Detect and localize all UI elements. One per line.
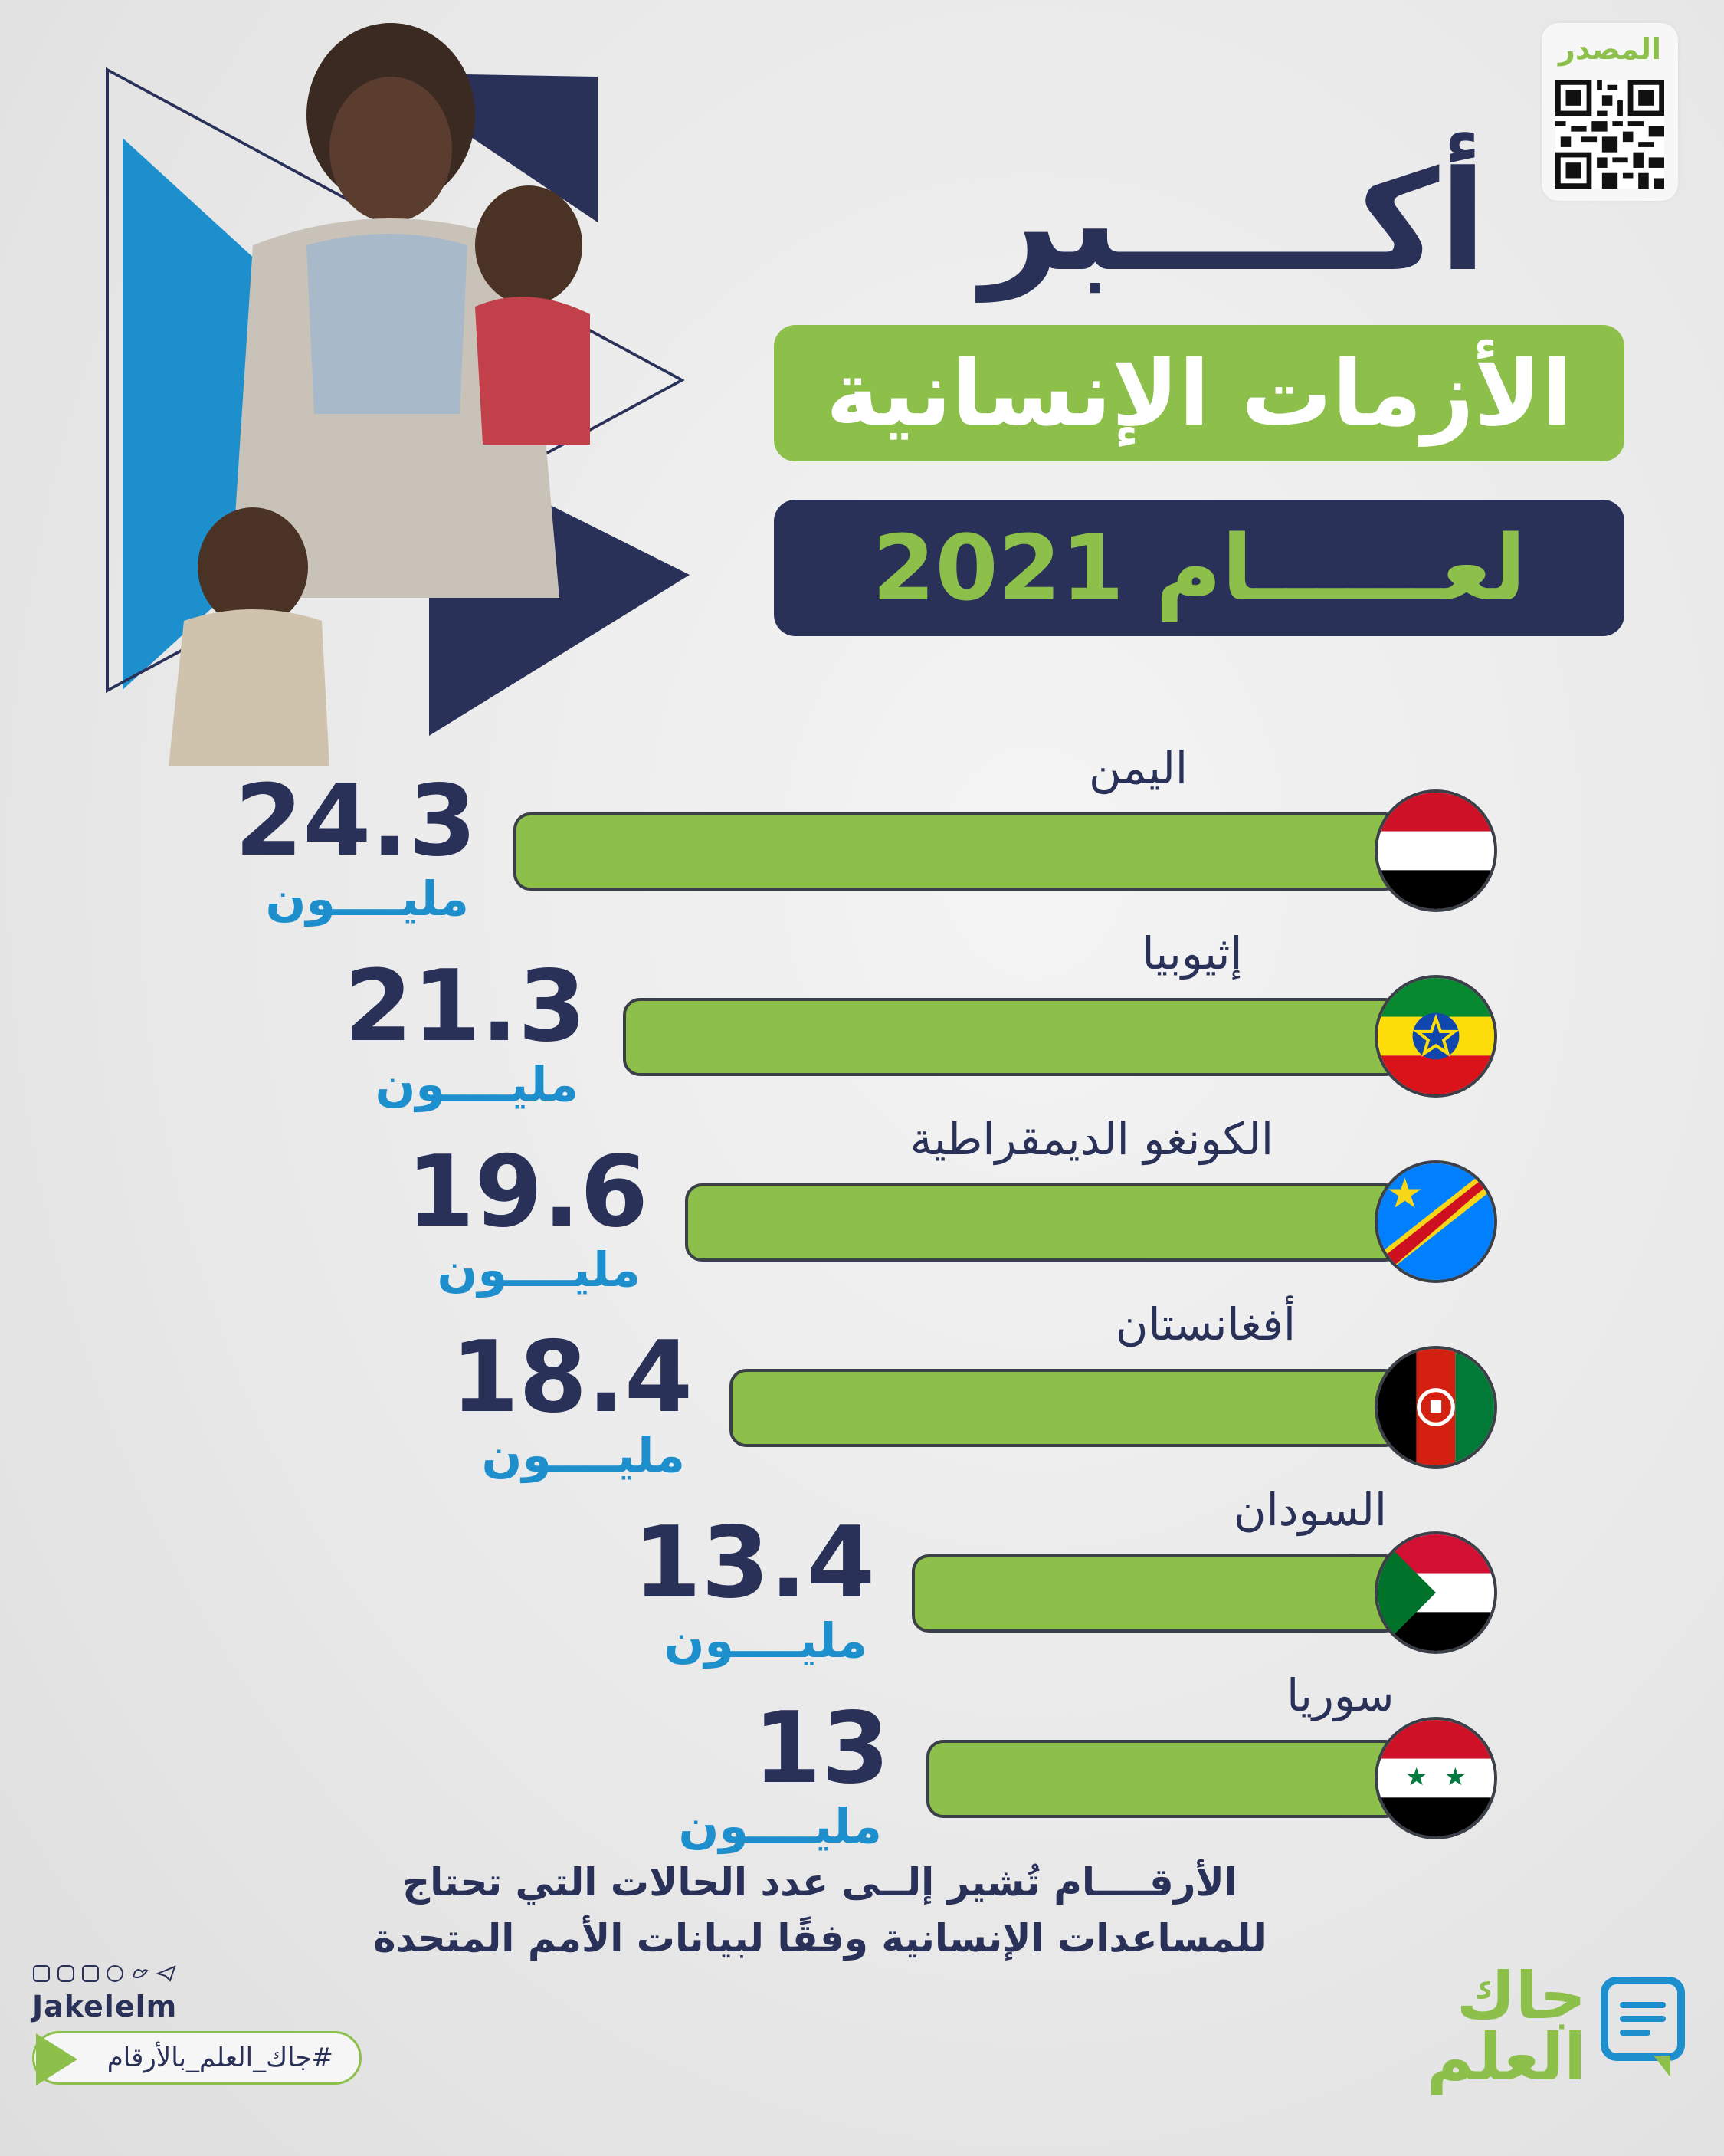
bar <box>729 1369 1402 1447</box>
hero-illustration <box>106 23 690 766</box>
country-label: سوريا <box>1286 1669 1395 1721</box>
unit-label: مليــــون <box>664 1613 867 1669</box>
unit-label: مليــــون <box>375 1056 578 1112</box>
syria-flag-icon <box>1375 1717 1497 1839</box>
country-label: إثيوبيا <box>1142 927 1243 980</box>
title-line1: أكـــــبر <box>981 142 1486 302</box>
value-label: 13.4 <box>633 1506 875 1620</box>
country-label: السودان <box>1233 1484 1387 1536</box>
dr-congo-flag-icon <box>1375 1160 1497 1283</box>
bar <box>623 998 1402 1076</box>
value-label: 18.4 <box>451 1321 693 1435</box>
twitter-icon <box>132 1969 149 1978</box>
yemen-flag-icon <box>1375 789 1497 912</box>
bar <box>685 1183 1402 1262</box>
value-label: 24.3 <box>234 764 477 878</box>
snapchat-icon <box>107 1965 123 1982</box>
brand-handle[interactable]: Jakelelm <box>32 1990 178 2023</box>
title-line2: الأزمات الإنسانية <box>825 340 1573 446</box>
people-photo-placeholder <box>169 23 590 766</box>
title-line3: لعــــــام 2021 <box>872 515 1526 621</box>
bar <box>513 812 1402 891</box>
value-label: 21.3 <box>344 950 586 1064</box>
value-label: 19.6 <box>406 1135 648 1249</box>
country-label: اليمن <box>1089 742 1188 794</box>
instagram-icon <box>57 1965 74 1982</box>
afghanistan-flag-icon <box>1375 1346 1497 1469</box>
unit-label: مليــــون <box>481 1427 685 1483</box>
title-box-green: الأزمات الإنسانية <box>774 325 1624 461</box>
footnote-line1: الأرقــــام تُشير إلــى عدد الحالات التي… <box>402 1860 1237 1905</box>
footnote-line2: للمساعدات الإنسانية وفقًا لبيانات الأمم … <box>373 1915 1267 1961</box>
chat-bubble-logo-icon <box>1601 1977 1685 2077</box>
country-label: أفغانستان <box>1115 1298 1296 1350</box>
hashtag-pill[interactable]: #جاك_العلم_بالأرقام <box>32 2031 362 2085</box>
facebook-icon <box>33 1965 50 1982</box>
logo-line1: جاك <box>1456 1958 1586 2033</box>
logo-line2: العلم <box>1427 2019 1586 2095</box>
hashtag-text: #جاك_العلم_بالأرقام <box>107 2043 333 2073</box>
qr-code-icon[interactable] <box>1555 80 1664 189</box>
play-arrow-icon <box>36 2033 77 2085</box>
unit-label: مليــــون <box>678 1798 882 1854</box>
title-box-navy: لعــــــام 2021 <box>774 500 1624 636</box>
telegram-icon <box>156 1965 176 1982</box>
sudan-flag-icon <box>1375 1531 1497 1654</box>
youtube-icon <box>82 1965 99 1982</box>
bar <box>926 1740 1402 1818</box>
unit-label: مليــــون <box>437 1242 641 1298</box>
source-box: المصدر <box>1542 23 1678 201</box>
bar <box>912 1554 1402 1633</box>
ethiopia-flag-icon <box>1375 975 1497 1098</box>
footnote: الأرقــــام تُشير إلــى عدد الحالات التي… <box>322 1855 1318 1966</box>
country-label: الكونغو الديمقراطية <box>910 1113 1273 1165</box>
social-icons <box>33 1965 176 1982</box>
brand-logo-text: جاك العلم <box>1427 1958 1586 2095</box>
source-label: المصدر <box>1558 32 1662 66</box>
value-label: 13 <box>752 1692 890 1806</box>
unit-label: مليــــون <box>265 871 469 927</box>
